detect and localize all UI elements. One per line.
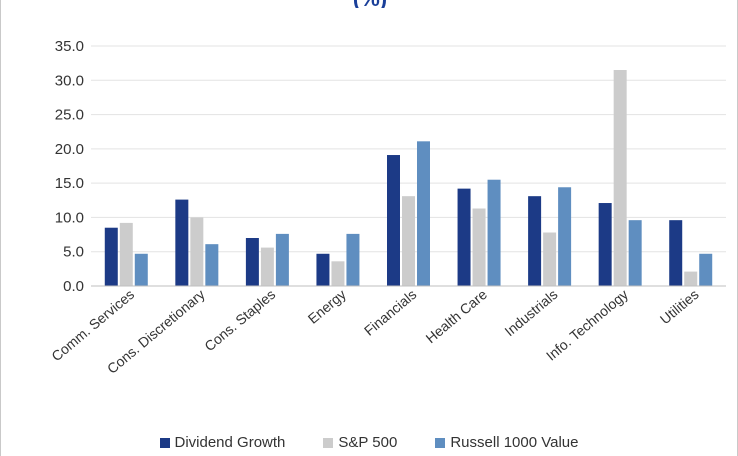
- legend: Dividend Growth S&P 500 Russell 1000 Value: [1, 434, 737, 451]
- y-tick-label: 25.0: [55, 107, 84, 124]
- bar: [457, 188, 471, 286]
- legend-swatch: [159, 437, 170, 448]
- x-tick-label: Health Care: [422, 286, 490, 346]
- bar-chart: 0.0 5.0 10.0 15.0 20.0 25.0 30.0 35.0 Comm. Ser…: [48, 38, 726, 377]
- y-tick-label: 35.0: [55, 38, 84, 55]
- bar: [598, 203, 612, 286]
- bar: [275, 233, 289, 286]
- bar: [613, 70, 627, 286]
- x-tick-label: Industrials: [501, 286, 560, 339]
- legend-item: Russell 1000 Value: [435, 434, 578, 451]
- y-tick-label: 10.0: [55, 209, 84, 226]
- bar: [175, 199, 189, 286]
- bar: [472, 208, 486, 286]
- bar: [134, 253, 148, 286]
- y-tick-label: 20.0: [55, 141, 84, 158]
- x-tick-label: Energy: [305, 286, 349, 327]
- x-tick-label: Cons. Staples: [201, 286, 278, 354]
- bar: [543, 232, 557, 286]
- legend-item: Dividend Growth: [159, 434, 286, 451]
- legend-label: Dividend Growth: [174, 434, 286, 451]
- bar: [699, 253, 713, 286]
- bar: [119, 222, 133, 286]
- bar: [387, 155, 400, 286]
- bar: [528, 196, 542, 286]
- y-tick-label: 0.0: [63, 278, 84, 295]
- chart-title-strip: (%): [1, 0, 738, 8]
- chart-title: (%): [1, 0, 738, 8]
- x-tick-label: Utilities: [657, 286, 702, 327]
- legend-item: S&P 500: [323, 434, 397, 451]
- bar: [669, 220, 683, 286]
- bar: [104, 227, 118, 286]
- bar: [190, 217, 204, 286]
- bar: [558, 187, 572, 286]
- y-axis-ticks: 0.0 5.0 10.0 15.0 20.0 25.0 30.0 35.0: [55, 38, 84, 295]
- bar: [331, 261, 345, 286]
- bar: [417, 141, 430, 286]
- bar: [260, 247, 274, 286]
- y-tick-label: 5.0: [63, 244, 84, 261]
- bars: [104, 70, 713, 286]
- legend-label: Russell 1000 Value: [450, 434, 579, 451]
- legend-label: S&P 500: [338, 434, 398, 451]
- bar: [487, 179, 501, 286]
- legend-swatch: [323, 437, 334, 448]
- y-tick-label: 15.0: [55, 175, 84, 192]
- y-tick-label: 30.0: [55, 72, 84, 89]
- bar: [402, 196, 415, 286]
- x-tick-label: Financials: [361, 286, 420, 339]
- bar: [205, 244, 219, 286]
- bar: [628, 220, 642, 286]
- bar: [316, 253, 330, 286]
- bar: [245, 238, 259, 286]
- legend-swatch: [435, 437, 446, 448]
- bar: [684, 271, 698, 286]
- bar: [346, 233, 360, 286]
